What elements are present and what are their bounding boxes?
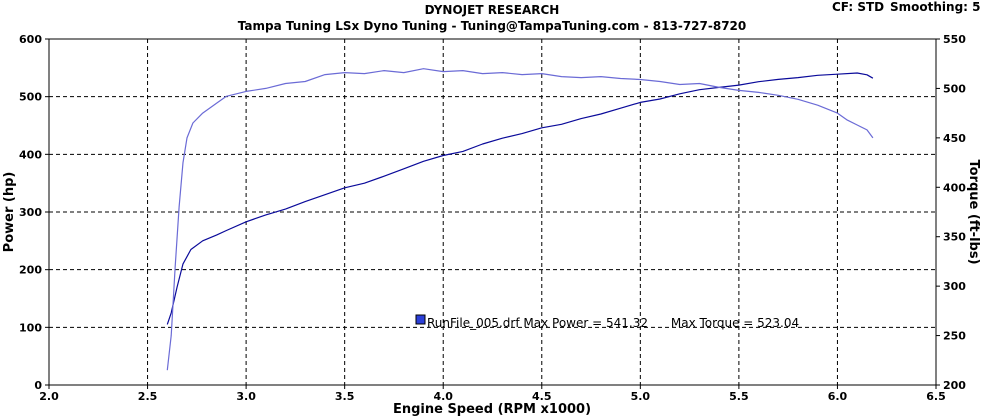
x-tick-label: 4.5 — [532, 390, 552, 403]
power-line — [166, 72, 874, 325]
y2-tick-label: 450 — [943, 132, 966, 145]
cf-label: CF: STD — [832, 0, 884, 14]
chart-subtitle: Tampa Tuning LSx Dyno Tuning - Tuning@Ta… — [238, 19, 747, 33]
y2-tick-label: 400 — [943, 181, 966, 194]
plot-frame — [48, 38, 937, 386]
y2-tick-label: 500 — [943, 82, 966, 95]
y2-tick-labels: 200 250 300 350 400 450 500 550 — [936, 33, 966, 392]
data-series — [166, 68, 874, 371]
legend-text: RunFile_005.drf Max Power = 541.32 Max T… — [427, 316, 799, 330]
smoothing-label: Smoothing: 5 — [890, 0, 981, 14]
y2-tick-label: 250 — [943, 330, 966, 343]
x-tick-label: 2.0 — [39, 390, 59, 403]
y-tick-label: 100 — [19, 321, 42, 334]
x-tick-label: 4.0 — [433, 390, 453, 403]
x-tick-labels: 2.0 2.5 3.0 3.5 4.0 4.5 5.0 5.5 6.0 6.5 — [39, 385, 946, 403]
x-tick-label: 5.5 — [729, 390, 749, 403]
x-tick-label: 2.5 — [138, 390, 158, 403]
legend-swatch — [415, 314, 426, 325]
x-tick-label: 5.0 — [631, 390, 651, 403]
y-tick-label: 200 — [19, 264, 42, 277]
y-tick-label: 0 — [34, 379, 42, 392]
y-axis-label: Power (hp) — [2, 172, 17, 253]
x-axis-label: Engine Speed (RPM x1000) — [393, 402, 591, 417]
y2-tick-label: 350 — [943, 231, 966, 244]
y-tick-label: 600 — [19, 33, 42, 46]
grid-lines — [49, 39, 936, 385]
y-tick-label: 300 — [19, 206, 42, 219]
y-tick-label: 400 — [19, 148, 42, 161]
y2-axis-label: Torque (ft-lbs) — [966, 159, 981, 264]
x-tick-label: 3.0 — [236, 390, 256, 403]
y-tick-labels: 0 100 200 300 400 500 600 — [19, 33, 49, 392]
x-tick-label: 3.5 — [335, 390, 355, 403]
torque-line — [166, 68, 874, 371]
y-tick-label: 500 — [19, 91, 42, 104]
y2-tick-label: 300 — [943, 280, 966, 293]
y2-tick-label: 550 — [943, 33, 966, 46]
y2-tick-label: 200 — [943, 379, 966, 392]
chart-title: DYNOJET RESEARCH — [425, 3, 560, 17]
x-tick-label: 6.0 — [828, 390, 848, 403]
x-tick-label: 6.5 — [926, 390, 946, 403]
